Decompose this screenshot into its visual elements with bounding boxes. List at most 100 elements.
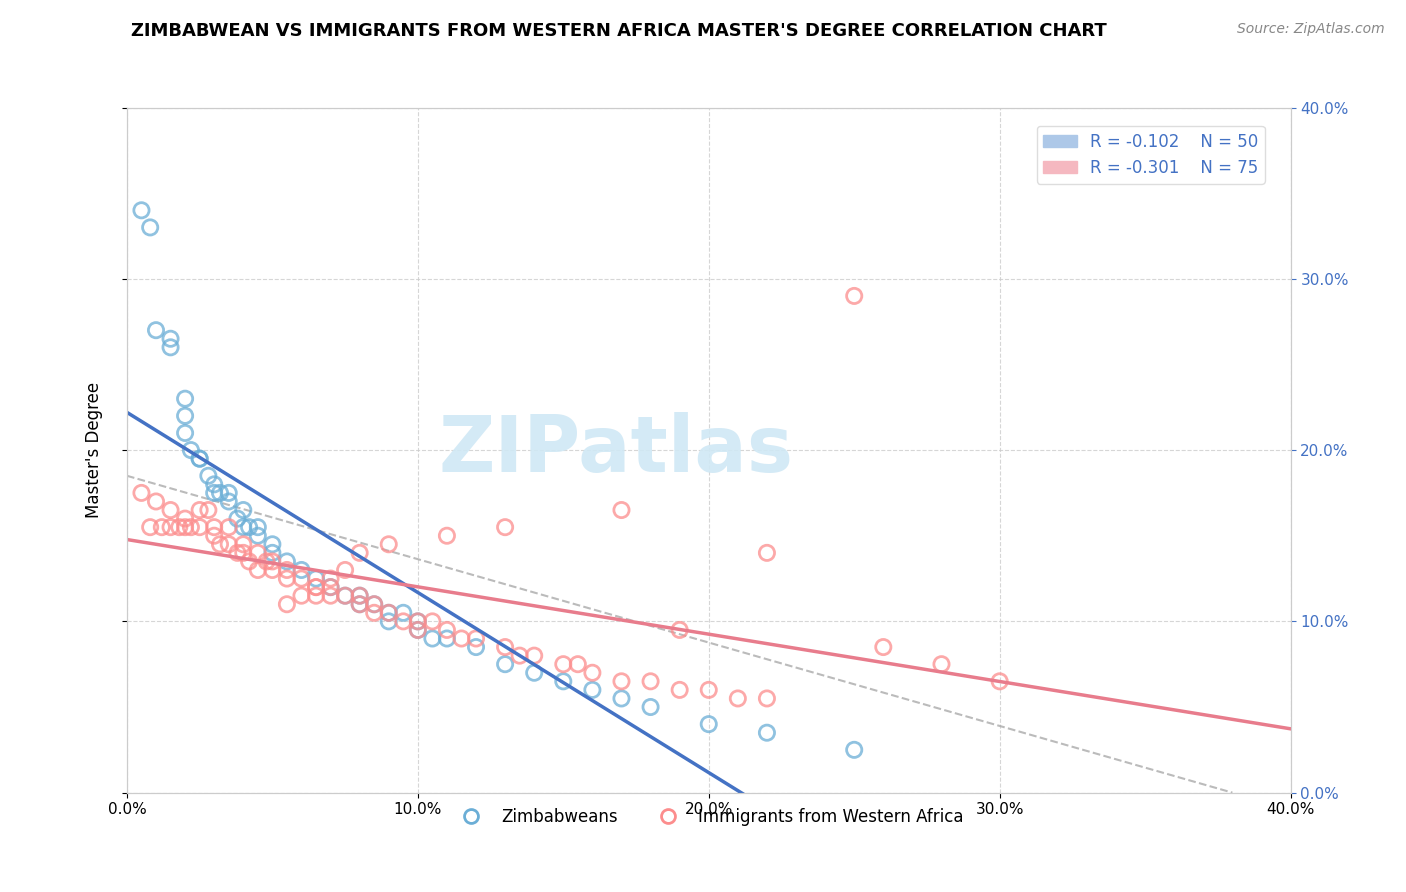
Point <box>174 392 197 406</box>
Point <box>567 657 589 672</box>
Point <box>494 640 516 654</box>
Point <box>218 494 240 508</box>
Point <box>931 657 953 672</box>
Point <box>422 632 444 646</box>
Point <box>509 648 531 663</box>
Point <box>159 520 181 534</box>
Point <box>610 503 633 517</box>
Point <box>581 665 603 680</box>
Point <box>159 503 181 517</box>
Point <box>262 554 284 568</box>
Point <box>232 520 254 534</box>
Point <box>755 725 778 739</box>
Point <box>159 332 181 346</box>
Point <box>246 529 269 543</box>
Point <box>139 220 162 235</box>
Point <box>988 674 1011 689</box>
Point <box>305 572 328 586</box>
Point <box>349 546 371 560</box>
Point <box>180 520 202 534</box>
Point <box>377 606 399 620</box>
Point <box>197 468 219 483</box>
Point <box>305 580 328 594</box>
Point <box>218 520 240 534</box>
Point <box>159 340 181 354</box>
Point <box>202 529 225 543</box>
Point <box>494 657 516 672</box>
Point <box>640 700 662 714</box>
Point <box>553 657 575 672</box>
Point <box>494 520 516 534</box>
Point <box>640 674 662 689</box>
Point <box>727 691 749 706</box>
Point <box>436 623 458 637</box>
Point <box>174 425 197 440</box>
Point <box>349 597 371 611</box>
Point <box>333 589 356 603</box>
Point <box>465 640 488 654</box>
Point <box>697 717 720 731</box>
Point <box>188 451 211 466</box>
Point <box>208 486 231 500</box>
Point <box>319 589 342 603</box>
Point <box>349 597 371 611</box>
Point <box>465 632 488 646</box>
Point <box>697 682 720 697</box>
Point <box>755 546 778 560</box>
Point <box>610 674 633 689</box>
Point <box>188 503 211 517</box>
Point <box>305 580 328 594</box>
Point <box>755 691 778 706</box>
Point <box>226 511 249 525</box>
Point <box>290 563 312 577</box>
Point <box>392 615 415 629</box>
Point <box>232 537 254 551</box>
Point <box>377 606 399 620</box>
Point <box>305 589 328 603</box>
Point <box>406 623 429 637</box>
Point <box>262 546 284 560</box>
Point <box>202 486 225 500</box>
Point <box>553 674 575 689</box>
Point <box>349 589 371 603</box>
Point <box>377 537 399 551</box>
Point <box>145 323 167 337</box>
Point <box>238 520 260 534</box>
Text: Source: ZipAtlas.com: Source: ZipAtlas.com <box>1237 22 1385 37</box>
Point <box>276 597 298 611</box>
Point <box>218 486 240 500</box>
Point <box>188 451 211 466</box>
Point <box>276 554 298 568</box>
Point <box>226 546 249 560</box>
Point <box>406 615 429 629</box>
Point <box>290 589 312 603</box>
Point <box>262 563 284 577</box>
Point <box>523 665 546 680</box>
Point <box>238 554 260 568</box>
Point <box>232 503 254 517</box>
Point <box>377 615 399 629</box>
Point <box>363 606 385 620</box>
Point <box>145 494 167 508</box>
Point <box>150 520 173 534</box>
Point <box>197 503 219 517</box>
Point <box>363 597 385 611</box>
Point <box>169 520 191 534</box>
Point <box>202 477 225 491</box>
Legend: Zimbabweans, Immigrants from Western Africa: Zimbabweans, Immigrants from Western Afr… <box>447 801 970 832</box>
Point <box>208 537 231 551</box>
Point <box>139 520 162 534</box>
Point <box>232 546 254 560</box>
Point <box>333 589 356 603</box>
Point <box>256 554 278 568</box>
Point <box>319 572 342 586</box>
Point <box>349 589 371 603</box>
Point <box>174 409 197 423</box>
Text: ZIMBABWEAN VS IMMIGRANTS FROM WESTERN AFRICA MASTER'S DEGREE CORRELATION CHART: ZIMBABWEAN VS IMMIGRANTS FROM WESTERN AF… <box>131 22 1107 40</box>
Point <box>844 289 866 303</box>
Point <box>406 623 429 637</box>
Point <box>436 632 458 646</box>
Point <box>131 203 153 218</box>
Point <box>276 563 298 577</box>
Text: ZIPatlas: ZIPatlas <box>439 412 793 488</box>
